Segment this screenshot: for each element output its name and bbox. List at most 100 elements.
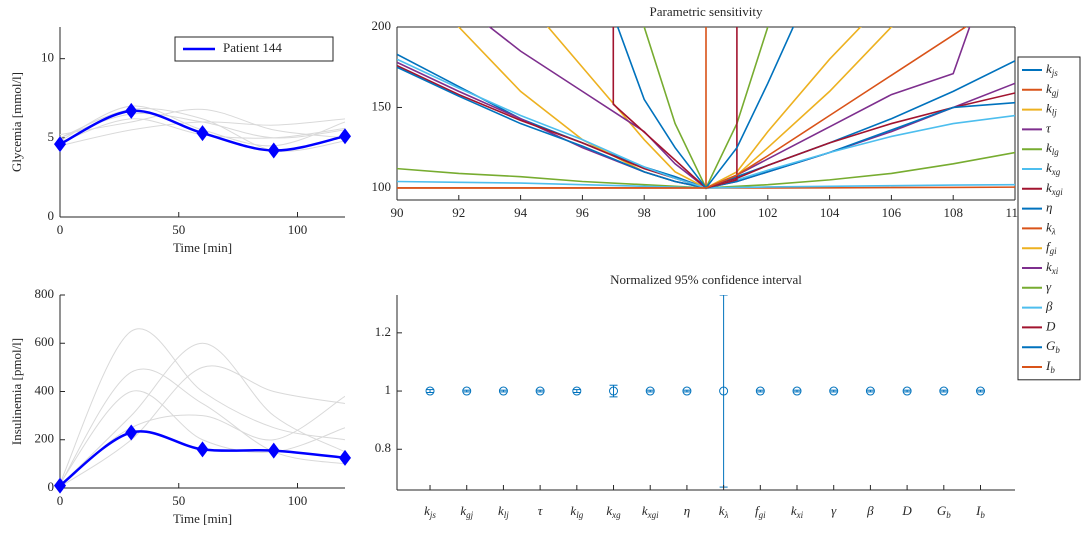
marker xyxy=(54,136,66,153)
background-curve xyxy=(60,107,345,152)
x-tick-label: 106 xyxy=(882,205,902,220)
x-tick-label: fgi xyxy=(755,503,766,520)
point xyxy=(939,386,949,396)
y-tick-label: 0 xyxy=(48,208,55,223)
x-tick-label: 96 xyxy=(576,205,590,220)
plot-area xyxy=(425,295,986,488)
x-tick-label: 90 xyxy=(391,205,404,220)
legend-label: Ib xyxy=(1045,358,1055,375)
legend-label: klj xyxy=(1046,101,1057,118)
x-axis-label: Time [min] xyxy=(173,240,232,255)
x-tick-label: klg xyxy=(570,503,583,520)
x-tick-label: γ xyxy=(831,503,837,518)
legend-label: kxi xyxy=(1046,259,1059,276)
marker xyxy=(267,142,280,159)
x-tick-label: 0 xyxy=(57,493,64,508)
point xyxy=(829,386,839,396)
legend-label: fgi xyxy=(1046,239,1057,256)
legend-label: D xyxy=(1045,318,1056,333)
y-tick-label: 100 xyxy=(372,179,392,194)
y-tick-label: 5 xyxy=(48,129,55,144)
legend-label: kλ xyxy=(1046,219,1056,236)
y-tick-label: 150 xyxy=(372,98,392,113)
point xyxy=(462,386,472,396)
y-tick-label: 1 xyxy=(385,382,392,397)
background-curve xyxy=(60,395,345,486)
chart: Time [min] Insulinemia [pmol/l] 0 200 400 600… xyxy=(9,286,351,526)
x-tick-label: 104 xyxy=(820,205,840,220)
chart-title: Normalized 95% confidence interval xyxy=(610,272,802,287)
y-axis-label: Insulinemia [pmol/l] xyxy=(9,338,24,445)
x-tick-label: 100 xyxy=(288,222,308,237)
point xyxy=(682,386,692,396)
point xyxy=(792,386,802,396)
x-tick-label: 100 xyxy=(696,205,716,220)
legend-box xyxy=(1017,56,1081,381)
y-tick-label: 0 xyxy=(48,479,55,494)
x-tick-label: 94 xyxy=(514,205,528,220)
chart-title: Parametric sensitivity xyxy=(649,4,763,19)
legend-label: kjs xyxy=(1046,61,1058,78)
x-tick-label: 0 xyxy=(57,222,64,237)
y-tick-label: 600 xyxy=(35,334,55,349)
marker xyxy=(125,102,138,119)
x-tick-label: 102 xyxy=(758,205,778,220)
x-tick-label: 108 xyxy=(943,205,963,220)
point xyxy=(865,386,875,396)
point xyxy=(535,386,545,396)
point xyxy=(719,386,729,396)
point xyxy=(976,386,986,396)
y-tick-label: 800 xyxy=(35,286,55,301)
plot-area xyxy=(60,328,345,488)
x-tick-label: 50 xyxy=(172,222,185,237)
legend-label: Gb xyxy=(1046,338,1060,355)
point xyxy=(645,386,655,396)
marker xyxy=(125,424,138,441)
marker xyxy=(196,441,209,458)
point xyxy=(902,386,912,396)
marker xyxy=(267,442,280,459)
x-tick-label: τ xyxy=(538,503,544,518)
x-tick-label: Ib xyxy=(975,503,985,520)
point xyxy=(498,386,508,396)
point xyxy=(572,386,582,396)
background-curve xyxy=(60,108,345,139)
chart: Normalized 95% confidence interval 0.8 1 1.… xyxy=(375,272,1015,520)
legend-label: kgj xyxy=(1046,81,1059,98)
marker xyxy=(196,125,209,142)
background-curve xyxy=(60,390,345,484)
x-tick-label: 92 xyxy=(452,205,465,220)
marker xyxy=(54,477,66,494)
y-tick-label: 10 xyxy=(41,50,54,65)
x-axis-label: Time [min] xyxy=(173,511,232,526)
series-line xyxy=(397,27,968,189)
marker xyxy=(339,449,351,466)
x-tick-label: D xyxy=(901,503,912,518)
y-tick-label: 1.2 xyxy=(375,324,391,339)
y-tick-label: 200 xyxy=(372,18,392,33)
x-tick-label: 98 xyxy=(638,205,651,220)
marker xyxy=(339,128,351,145)
x-tick-label: kxg xyxy=(606,503,621,520)
x-tick-label: η xyxy=(684,503,690,518)
background-curve xyxy=(60,328,345,484)
y-tick-label: 0.8 xyxy=(375,440,391,455)
x-tick-label: kxgi xyxy=(642,503,659,520)
x-tick-label: klj xyxy=(498,503,509,520)
background-curve xyxy=(60,368,345,485)
point xyxy=(755,386,765,396)
legend-label: kxg xyxy=(1046,160,1061,177)
legend-label: τ xyxy=(1046,120,1052,135)
background-curve xyxy=(60,118,345,147)
x-tick-label: kxi xyxy=(791,503,804,520)
series-line xyxy=(612,27,738,189)
y-tick-label: 200 xyxy=(35,431,55,446)
legend-label: β xyxy=(1045,299,1053,314)
series-line xyxy=(705,27,707,188)
x-tick-label: 50 xyxy=(172,493,185,508)
legend-label: kxgi xyxy=(1046,180,1063,197)
background-curve xyxy=(60,342,345,486)
y-axis-label: Glycemia [mmol/l] xyxy=(9,72,24,172)
